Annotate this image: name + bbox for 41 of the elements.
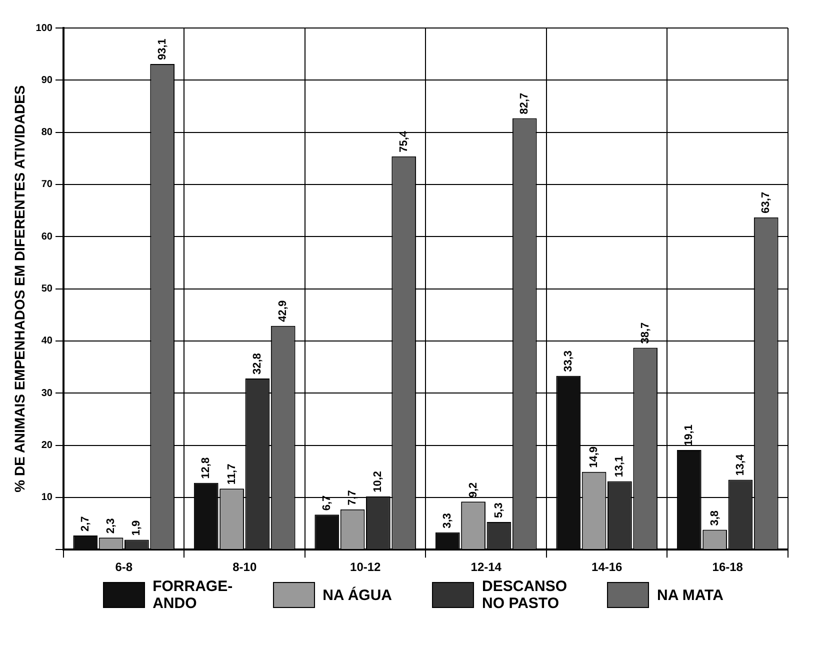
y-tick-label: 50	[41, 284, 53, 295]
y-tick-label: 40	[41, 336, 53, 347]
legend-label: DESCANSO NO PASTO	[482, 578, 568, 612]
y-axis-title: % DE ANIMAIS EMPENHADOS EM DIFERENTES ATIVIDADES	[11, 85, 28, 492]
data-label: 63,7	[760, 192, 772, 214]
data-label: 42,9	[277, 300, 290, 322]
data-label: 10,2	[372, 470, 384, 492]
data-label: 33,3	[562, 350, 574, 372]
y-tick-label: 70	[41, 179, 53, 190]
y-tick-label: 60	[41, 231, 53, 242]
data-label: 11,7	[226, 464, 238, 485]
data-label: 93,1	[156, 38, 168, 60]
y-tick-label: 100	[36, 22, 53, 34]
data-label: 13,4	[734, 453, 746, 476]
y-tick-label: 30	[41, 388, 53, 399]
x-tick-label: 12-14	[470, 560, 502, 574]
data-label: 2,7	[79, 516, 92, 532]
data-label: 3,3	[442, 513, 454, 528]
data-label: 5,3	[492, 502, 505, 518]
x-tick-label: 14-16	[592, 560, 623, 574]
data-label: 9,2	[467, 482, 480, 498]
y-tick-label: 80	[41, 127, 53, 138]
data-label: 13,1	[614, 456, 626, 478]
data-label: 19,1	[683, 424, 696, 446]
legend-label: FORRAGE- ANDO	[152, 578, 233, 612]
x-tick-label: 8-10	[232, 560, 257, 574]
legend-label: NA ÁGUA	[322, 586, 392, 604]
data-label: 1,9	[130, 520, 143, 536]
y-tick-label: 90	[41, 74, 53, 86]
x-tick-label: 16-18	[712, 560, 744, 574]
data-label: 3,8	[708, 510, 721, 526]
legend-label: NA MATA	[657, 586, 724, 604]
x-tick-label: 6-8	[115, 560, 133, 574]
data-label: 2,3	[105, 518, 118, 534]
data-label: 82,7	[518, 92, 531, 114]
x-tick-label: 10-12	[350, 560, 382, 574]
y-tick-label: 20	[41, 440, 53, 452]
data-label: 12,8	[200, 457, 212, 479]
data-label: 14,9	[588, 446, 600, 468]
y-tick-label: 10	[41, 492, 53, 504]
data-label: 32,8	[251, 353, 264, 375]
